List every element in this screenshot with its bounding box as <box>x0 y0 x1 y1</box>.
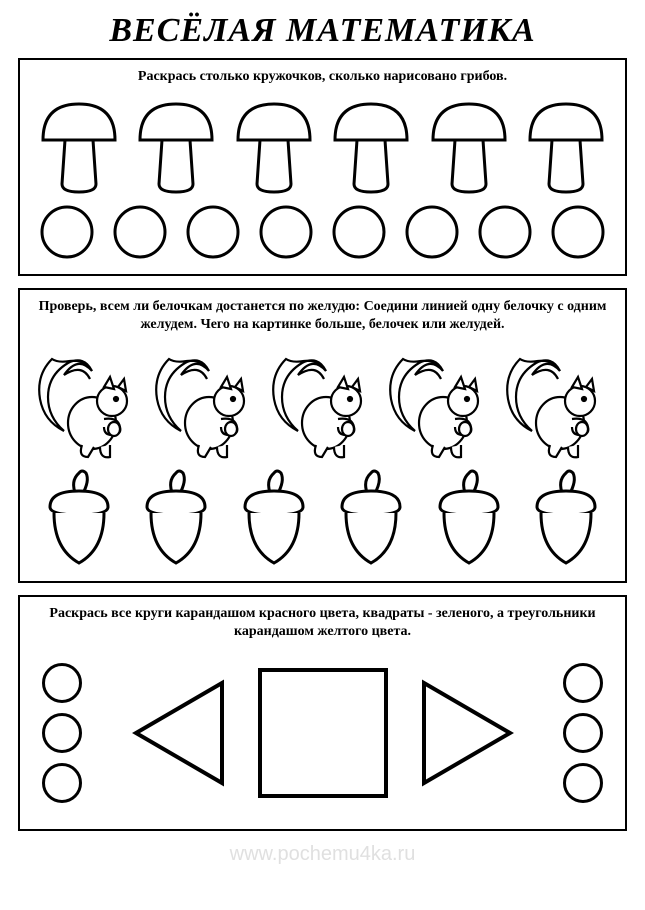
count-circle <box>185 204 241 260</box>
count-circle <box>404 204 460 260</box>
count-circle <box>477 204 533 260</box>
mushroom-icon <box>134 96 218 196</box>
mushroom <box>232 96 316 196</box>
shape-circle <box>563 663 603 703</box>
acorn-icon <box>235 467 313 567</box>
right-circle-column <box>563 663 603 803</box>
shape-circle <box>563 713 603 753</box>
panel1-instruction: Раскрась столько кружочков, сколько нари… <box>30 68 615 86</box>
squirrel <box>34 345 144 463</box>
mushroom <box>427 96 511 196</box>
mushroom <box>134 96 218 196</box>
mushroom-row <box>30 96 615 196</box>
squirrel-icon <box>34 345 144 463</box>
triangle-right <box>414 673 524 793</box>
center-shapes <box>122 668 524 798</box>
acorn-icon <box>137 467 215 567</box>
shape-circle <box>42 763 82 803</box>
acorn-icon <box>40 467 118 567</box>
acorn <box>235 467 313 567</box>
squirrel-icon <box>268 345 378 463</box>
shape-circle <box>42 663 82 703</box>
mushroom <box>37 96 121 196</box>
acorn-row <box>30 467 615 567</box>
mushroom-icon <box>524 96 608 196</box>
mushroom-icon <box>232 96 316 196</box>
acorn <box>430 467 508 567</box>
triangle-left <box>122 673 232 793</box>
count-circle <box>550 204 606 260</box>
squirrel <box>151 345 261 463</box>
acorn <box>40 467 118 567</box>
circle-icon <box>550 204 606 260</box>
panel-mushrooms: Раскрась столько кружочков, сколько нари… <box>18 58 627 276</box>
panel3-instruction: Раскрась все круги карандашом красного ц… <box>30 605 615 641</box>
count-circle <box>112 204 168 260</box>
mushroom-icon <box>427 96 511 196</box>
acorn <box>137 467 215 567</box>
mushroom <box>524 96 608 196</box>
panel-shapes: Раскрась все круги карандашом красного ц… <box>18 595 627 831</box>
acorn-icon <box>430 467 508 567</box>
acorn <box>527 467 605 567</box>
squirrel <box>268 345 378 463</box>
shape-circle <box>563 763 603 803</box>
panel-squirrels: Проверь, всем ли белочкам достанется по … <box>18 288 627 582</box>
squirrel-row <box>30 345 615 463</box>
shapes-area <box>30 651 615 809</box>
circle-icon <box>258 204 314 260</box>
circle-icon <box>404 204 460 260</box>
circle-icon <box>477 204 533 260</box>
acorn-icon <box>332 467 410 567</box>
page-title: ВЕСЁЛАЯ МАТЕМАТИКА <box>18 12 627 50</box>
watermark-text: www.pochemu4ka.ru <box>18 843 627 866</box>
acorn-icon <box>527 467 605 567</box>
shape-circle <box>42 713 82 753</box>
count-circle <box>258 204 314 260</box>
circle-icon <box>39 204 95 260</box>
acorn <box>332 467 410 567</box>
circle-icon <box>112 204 168 260</box>
circle-row <box>30 204 615 260</box>
mushroom-icon <box>329 96 413 196</box>
squirrel-icon <box>151 345 261 463</box>
square-center <box>258 668 388 798</box>
squirrel-icon <box>502 345 612 463</box>
count-circle <box>331 204 387 260</box>
left-circle-column <box>42 663 82 803</box>
mushroom <box>329 96 413 196</box>
panel2-instruction: Проверь, всем ли белочкам достанется по … <box>30 298 615 334</box>
squirrel-icon <box>385 345 495 463</box>
circle-icon <box>331 204 387 260</box>
squirrel <box>502 345 612 463</box>
circle-icon <box>185 204 241 260</box>
count-circle <box>39 204 95 260</box>
mushroom-icon <box>37 96 121 196</box>
squirrel <box>385 345 495 463</box>
